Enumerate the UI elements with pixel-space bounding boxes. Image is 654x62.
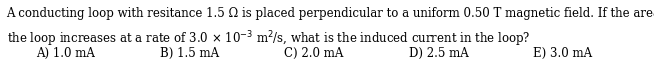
Text: D) 2.5 mA: D) 2.5 mA xyxy=(409,46,468,60)
Text: C) 2.0 mA: C) 2.0 mA xyxy=(284,46,344,60)
Text: the loop increases at a rate of 3.0 $\times$ 10$^{-3}$ m$^{2}$/s, what is the in: the loop increases at a rate of 3.0 $\ti… xyxy=(7,30,530,49)
Text: A conducting loop with resitance 1.5 Ω is placed perpendicular to a uniform 0.50: A conducting loop with resitance 1.5 Ω i… xyxy=(7,7,654,20)
Text: B) 1.5 mA: B) 1.5 mA xyxy=(160,46,219,60)
Text: A) 1.0 mA: A) 1.0 mA xyxy=(36,46,95,60)
Text: E) 3.0 mA: E) 3.0 mA xyxy=(533,46,592,60)
